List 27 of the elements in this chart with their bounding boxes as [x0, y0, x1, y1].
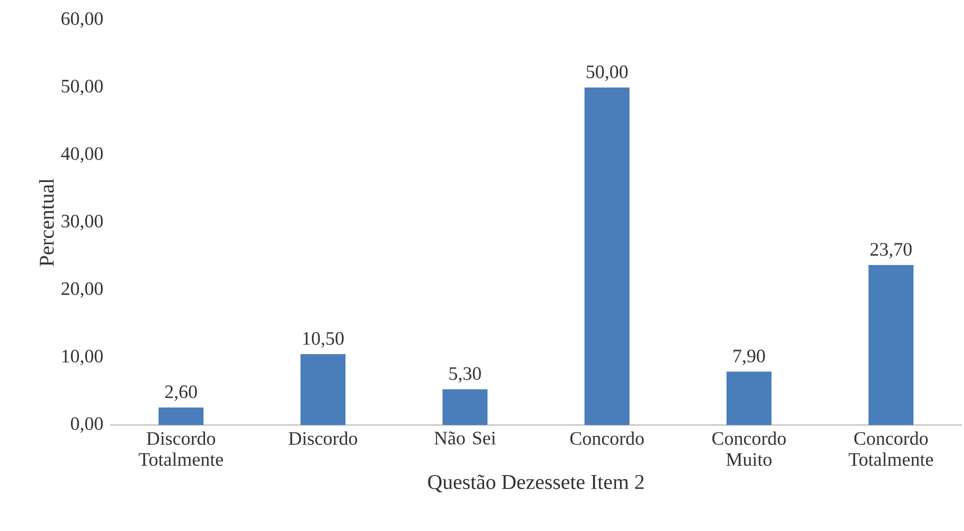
data-label: 7,90: [734, 350, 765, 366]
x-tick-label: Discordo: [288, 432, 358, 445]
bar: [868, 265, 914, 425]
y-tick-label: 0,00: [70, 417, 103, 433]
y-axis-title: Percentual: [39, 178, 54, 266]
data-label: 10,50: [303, 332, 344, 348]
data-label: 5,30: [449, 367, 481, 383]
y-tick-label: 30,00: [62, 214, 103, 230]
data-label: 2,60: [165, 385, 197, 401]
bar: [442, 389, 488, 425]
x-tick-label: Concordo Muito: [712, 432, 786, 466]
bar: [300, 354, 346, 425]
x-tick-label: Discordo Totalmente: [138, 432, 223, 466]
bar: [584, 88, 630, 425]
x-axis-title: Questão Dezessete Item 2: [428, 474, 644, 492]
y-tick-label: 20,00: [62, 282, 103, 298]
x-tick-label: Concordo Totalmente: [848, 432, 933, 466]
x-tick-label: Não Sei: [434, 432, 496, 445]
data-label: 50,00: [586, 65, 628, 81]
y-tick-label: 10,00: [62, 350, 103, 366]
y-tick-label: 40,00: [61, 147, 103, 163]
bar: [158, 407, 204, 425]
y-tick-label: 50,00: [62, 80, 103, 96]
data-label: 23,70: [870, 242, 912, 258]
x-tick-label: Concordo: [570, 432, 644, 445]
bar: [726, 372, 772, 425]
y-tick-label: 60,00: [62, 12, 103, 28]
